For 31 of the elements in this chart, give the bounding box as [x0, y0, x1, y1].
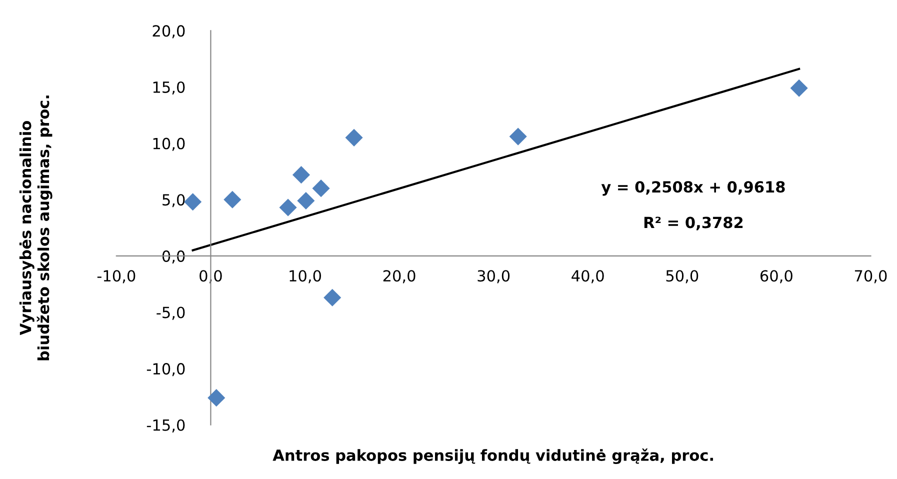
point	[279, 198, 297, 216]
point	[790, 79, 808, 97]
point	[324, 288, 342, 306]
x-tick-label: 0,0	[200, 270, 222, 284]
point	[224, 190, 242, 208]
x-tick-label: 40,0	[572, 270, 604, 284]
x-tick-label: 20,0	[383, 270, 416, 284]
point	[345, 128, 363, 146]
point	[208, 389, 226, 407]
x-tick-label: -10,0	[97, 270, 136, 284]
point	[509, 128, 527, 146]
y-tick-label: -10,0	[146, 363, 185, 376]
point	[312, 180, 330, 198]
annotation: R² = 0,3782	[644, 216, 743, 230]
x-axis-title: Antros pakopos pensijų fondų vidutinė grąža, proc.	[272, 448, 713, 464]
point	[297, 192, 315, 210]
point	[292, 166, 310, 184]
annotation: y = 0,2508x + 0,9618	[601, 181, 785, 196]
x-tick-label: 60,0	[760, 270, 792, 284]
y-tick-label: -15,0	[146, 419, 185, 432]
y-tick-label: 5,0	[162, 194, 185, 208]
x-tick-label: 10,0	[290, 270, 321, 284]
x-tick-label: 70,0	[854, 270, 887, 284]
y-tick-label: 15,0	[153, 81, 185, 95]
x-tick-label: 50,0	[666, 270, 698, 284]
y-tick-label: 10,0	[153, 138, 185, 151]
y-tick-label: -5,0	[156, 306, 185, 320]
y-tick-label: 20,0	[152, 25, 185, 38]
x-tick-label: 30,0	[478, 270, 510, 284]
point	[184, 193, 202, 211]
y-axis-title: Vyriausybės nacionalinio biudžeto skolos augimas, proc.	[19, 96, 52, 360]
